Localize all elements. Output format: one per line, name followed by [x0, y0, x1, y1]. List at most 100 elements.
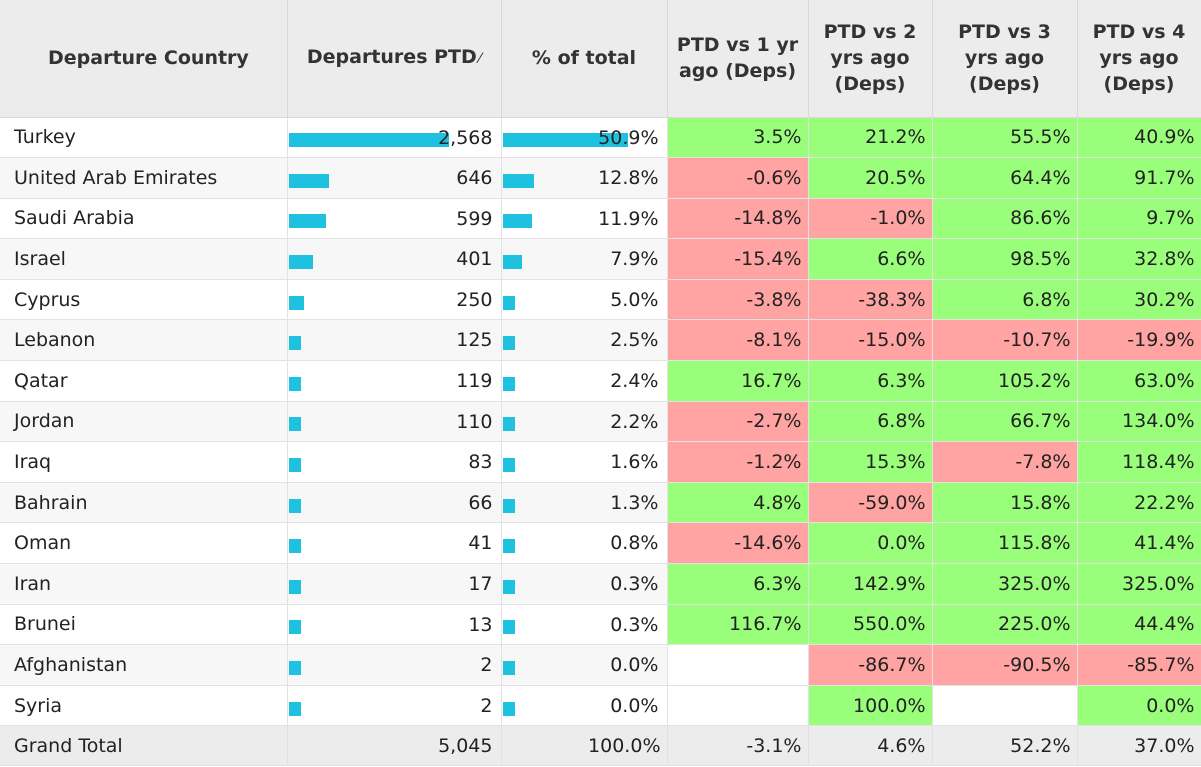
vs1-cell: -0.6% — [667, 157, 809, 199]
vs1-cell: -1.2% — [667, 441, 809, 483]
header-departures[interactable]: Departures PTD ⁄ — [287, 0, 502, 118]
pct-bar — [502, 295, 515, 310]
total-vs4: 37.0% — [1077, 725, 1201, 767]
pct-bar — [502, 701, 515, 716]
departures-bar — [288, 579, 301, 594]
pct-cell: 2.4% — [501, 360, 668, 402]
table-row: Jordan 110 2.2% -2.7% 6.8% 66.7% 134.0% — [0, 401, 1201, 443]
pct-cell: 0.3% — [501, 563, 668, 605]
vs1-cell: -14.6% — [667, 522, 809, 565]
vs4-cell: -85.7% — [1077, 644, 1201, 686]
pct-cell: 2.5% — [501, 319, 668, 362]
table-row: Cyprus 250 5.0% -3.8% -38.3% 6.8% 30.2% — [0, 279, 1201, 321]
grand-total-row: Grand Total 5,045 100.0% -3.1% 4.6% 52.2… — [0, 725, 1201, 767]
total-vs2: 4.6% — [808, 725, 933, 767]
pct-value: 2.5% — [610, 329, 659, 352]
vs4-cell: 41.4% — [1077, 522, 1201, 565]
header-vs4[interactable]: PTD vs 4 yrs ago (Deps) — [1077, 0, 1201, 118]
country-cell: Israel — [0, 238, 288, 280]
vs2-cell: 6.3% — [808, 360, 933, 402]
vs1-cell: 3.5% — [667, 117, 809, 159]
header-vs2[interactable]: PTD vs 2 yrs ago (Deps) — [808, 0, 933, 118]
table-row: Afghanistan 2 0.0% -86.7% -90.5% -85.7% — [0, 644, 1201, 686]
departures-value: 83 — [468, 451, 493, 474]
vs2-cell: 142.9% — [808, 563, 933, 605]
vs3-cell — [932, 685, 1078, 727]
vs4-cell: 91.7% — [1077, 157, 1201, 199]
pct-bar — [502, 214, 532, 229]
pct-value: 0.8% — [610, 532, 659, 555]
pct-cell: 11.9% — [501, 198, 668, 240]
departures-bar — [288, 133, 449, 148]
departures-bar — [288, 336, 301, 351]
table-row: Oman 41 0.8% -14.6% 0.0% 115.8% 41.4% — [0, 522, 1201, 565]
pct-bar — [502, 620, 515, 635]
departures-cell: 119 — [287, 360, 502, 402]
vs3-cell: 325.0% — [932, 563, 1078, 605]
table-row: Qatar 119 2.4% 16.7% 6.3% 105.2% 63.0% — [0, 360, 1201, 402]
pct-cell: 0.3% — [501, 604, 668, 646]
total-departures: 5,045 — [287, 725, 502, 767]
pct-bar — [502, 539, 515, 554]
country-cell: Oman — [0, 522, 288, 565]
departures-bar — [288, 458, 301, 473]
pct-value: 11.9% — [598, 207, 659, 230]
vs2-cell: -59.0% — [808, 482, 933, 524]
vs3-cell: -7.8% — [932, 441, 1078, 483]
pct-bar — [502, 417, 515, 432]
departures-value: 646 — [456, 167, 493, 190]
pct-value: 2.4% — [610, 370, 659, 393]
vs4-cell: 63.0% — [1077, 360, 1201, 402]
vs3-cell: 6.8% — [932, 279, 1078, 321]
country-cell: Jordan — [0, 401, 288, 443]
vs2-cell: -15.0% — [808, 319, 933, 362]
table-row: Turkey 2,568 50.9% 3.5% 21.2% 55.5% 40.9% — [0, 117, 1201, 159]
departures-bar — [288, 620, 301, 635]
departures-bar — [288, 214, 326, 229]
country-cell: Lebanon — [0, 319, 288, 362]
departures-value: 17 — [468, 573, 493, 596]
departures-cell: 2 — [287, 685, 502, 727]
vs2-cell: 100.0% — [808, 685, 933, 727]
departures-bar — [288, 376, 301, 391]
pct-cell: 0.0% — [501, 644, 668, 686]
pct-bar — [502, 498, 515, 513]
header-country[interactable]: Departure Country — [0, 0, 288, 118]
pct-bar — [502, 458, 515, 473]
vs3-cell: 225.0% — [932, 604, 1078, 646]
vs4-cell: -19.9% — [1077, 319, 1201, 362]
pct-value: 2.2% — [610, 410, 659, 433]
vs4-cell: 30.2% — [1077, 279, 1201, 321]
departures-value: 13 — [468, 613, 493, 636]
country-cell: Afghanistan — [0, 644, 288, 686]
departures-cell: 13 — [287, 604, 502, 646]
sort-icon[interactable]: ⁄ — [478, 51, 482, 68]
vs4-cell: 325.0% — [1077, 563, 1201, 605]
header-pct-total[interactable]: % of total — [501, 0, 668, 118]
country-cell: United Arab Emirates — [0, 157, 288, 199]
pct-value: 1.3% — [610, 491, 659, 514]
vs2-cell: 6.8% — [808, 401, 933, 443]
vs1-cell — [667, 644, 809, 686]
vs2-cell: 550.0% — [808, 604, 933, 646]
pct-bar — [502, 133, 628, 148]
header-vs3[interactable]: PTD vs 3 yrs ago (Deps) — [932, 0, 1078, 118]
vs4-cell: 44.4% — [1077, 604, 1201, 646]
vs2-cell: -38.3% — [808, 279, 933, 321]
pct-cell: 0.0% — [501, 685, 668, 727]
table-body: Turkey 2,568 50.9% 3.5% 21.2% 55.5% 40.9% Unite… — [0, 117, 1201, 727]
header-vs1[interactable]: PTD vs 1 yr ago (Deps) — [667, 0, 809, 118]
vs1-cell: 4.8% — [667, 482, 809, 524]
departures-cell: 66 — [287, 482, 502, 524]
departures-value: 250 — [456, 288, 493, 311]
pct-value: 5.0% — [610, 288, 659, 311]
vs3-cell: -10.7% — [932, 319, 1078, 362]
departures-value: 401 — [456, 248, 493, 271]
pct-cell: 50.9% — [501, 117, 668, 159]
departures-bar — [288, 661, 301, 676]
pct-cell: 2.2% — [501, 401, 668, 443]
total-pct: 100.0% — [501, 725, 668, 767]
departures-cell: 250 — [287, 279, 502, 321]
table-row: Brunei 13 0.3% 116.7% 550.0% 225.0% 44.4% — [0, 604, 1201, 646]
departures-bar — [288, 701, 301, 716]
